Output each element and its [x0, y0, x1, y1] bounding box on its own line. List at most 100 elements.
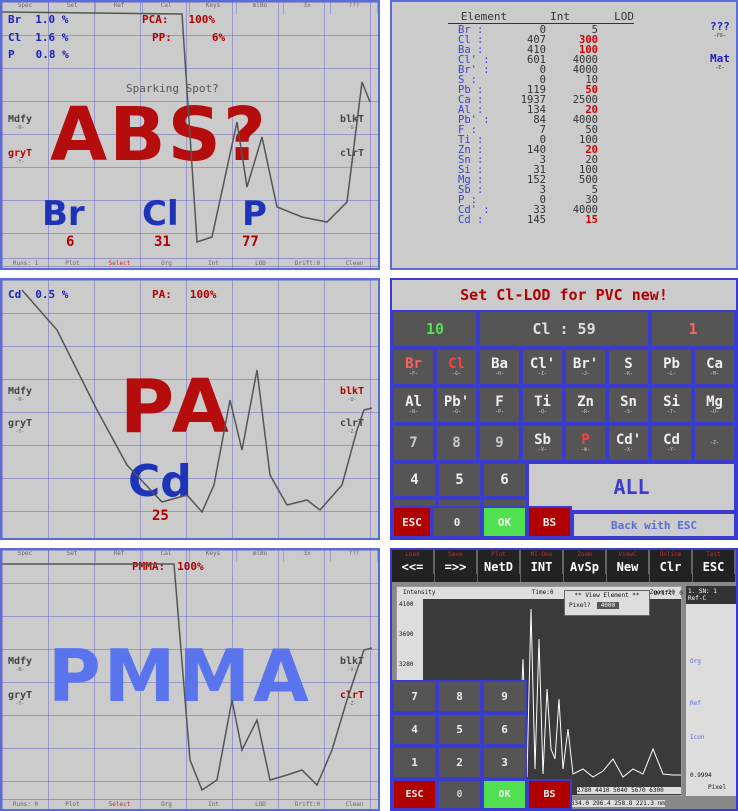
footer-item-3[interactable]: Org [143, 800, 190, 809]
element-lod: 15 [546, 215, 598, 225]
panel-spectrum-viewer: Load <<= Save =>> Plot NetD MI-Ono INT Zoom AvSp V… [390, 548, 738, 811]
esc-button[interactable]: ESC [392, 506, 432, 538]
key-8[interactable]: 8 [437, 680, 482, 713]
key-sb[interactable]: Sb -V- [521, 424, 564, 462]
key-al[interactable]: Al -N- [392, 386, 435, 424]
toolbar-button-6[interactable]: Online Clr [650, 550, 693, 582]
key-f[interactable]: F -P- [478, 386, 521, 424]
key-cl[interactable]: Cl -G- [435, 348, 478, 386]
key-1[interactable]: 1 [392, 746, 437, 779]
footer-item-0[interactable]: Runs: 1 [2, 259, 49, 268]
key-zn[interactable]: Zn -R- [564, 386, 607, 424]
pixel-input[interactable]: 4000 [597, 602, 619, 609]
panel-pa-detection: Cd 0.5 % PA: 100% PA Cd 25 Mdfy -N- gryT -Y-… [0, 278, 380, 540]
key-si[interactable]: Si -T- [650, 386, 693, 424]
key-0[interactable]: 0 [432, 506, 482, 538]
footer-item-5[interactable]: LOD [237, 259, 284, 268]
lod-step-value: 1 [650, 310, 736, 348]
toolbar-button-3[interactable]: MI-Ono INT [521, 550, 564, 582]
y-tick: 4100 [399, 601, 413, 608]
key-6[interactable]: 6 [482, 462, 527, 498]
toolbar-button-5[interactable]: ViewC New [607, 550, 650, 582]
key-7[interactable]: 7 [392, 424, 435, 462]
org-button[interactable]: Org [690, 658, 701, 665]
footer-item-1[interactable]: Plot [49, 800, 96, 809]
backspace-button[interactable]: BS [527, 506, 572, 538]
key-4[interactable]: 4 [392, 713, 437, 746]
footer-item-6[interactable]: Drift:0 [284, 259, 331, 268]
time-label: Time:0 [532, 589, 554, 597]
key-cd[interactable]: Cd -Y- [650, 424, 693, 462]
ref-button[interactable]: Ref [690, 700, 701, 707]
key-9[interactable]: 9 [482, 680, 527, 713]
footer-item-0[interactable]: Runs: 0 [2, 800, 49, 809]
footer-item-6[interactable]: Drift:0 [284, 800, 331, 809]
ratio-readout: 0.9994 [690, 772, 712, 779]
footer-item-7[interactable]: Clean [331, 259, 378, 268]
lod-current-value: Cl : 59 [478, 310, 650, 348]
bottom-menu: Runs: 1 Plot Select Org Int LOD Drift:0 Clean [2, 258, 378, 268]
footer-item-2[interactable]: Select [96, 259, 143, 268]
key-ca[interactable]: Ca -M- [693, 348, 736, 386]
key-br-prime[interactable]: Br' -J- [564, 348, 607, 386]
key-7[interactable]: 7 [392, 680, 437, 713]
zero-button[interactable]: 0 [437, 779, 482, 810]
key-sn[interactable]: Sn -S- [607, 386, 650, 424]
spectrum-trace [2, 280, 380, 540]
all-button[interactable]: ALL [527, 462, 736, 512]
toolbar-button-1[interactable]: Save =>> [435, 550, 478, 582]
footer-item-4[interactable]: Int [190, 259, 237, 268]
key-6[interactable]: 6 [482, 713, 527, 746]
key-cl-prime[interactable]: Cl' -I- [521, 348, 564, 386]
key-mg[interactable]: Mg -U- [693, 386, 736, 424]
footer-item-1[interactable]: Plot [49, 259, 96, 268]
key-cd-prime[interactable]: Cd' -X- [607, 424, 650, 462]
element-lod: 500 [546, 175, 598, 185]
key-9[interactable]: 9 [478, 424, 521, 462]
back-with-esc-button[interactable]: Back with ESC [572, 512, 736, 538]
ok-button[interactable]: OK [482, 779, 527, 810]
key-5[interactable]: 5 [437, 462, 482, 498]
key-2[interactable]: 2 [437, 746, 482, 779]
key-s[interactable]: S -K- [607, 348, 650, 386]
key-pb[interactable]: Pb -L- [650, 348, 693, 386]
element-table: Br :0 5 Cl :407 300 Ba :410 100 Cl' :601 4000 Br… [450, 25, 598, 225]
footer-item-7[interactable]: Clean [331, 800, 378, 809]
y-tick: 3280 [399, 661, 413, 668]
numeric-keypad: 7 8 9 4 5 6 1 2 3 ESC 0 OK BS [392, 680, 572, 810]
key-pb-prime[interactable]: Pb' -O- [435, 386, 478, 424]
x-axis-ticks: 2780 4410 5040 5670 6300 [577, 787, 681, 794]
panel-set-lod: Set Cl-LOD for PVC new! 10 Cl : 59 1 Br -… [390, 278, 738, 540]
footer-item-3[interactable]: Org [143, 259, 190, 268]
help-button[interactable]: ??? -F8- [710, 20, 730, 39]
spectrum-trace [2, 550, 380, 811]
toolbar-button-0[interactable]: Load <<= [392, 550, 435, 582]
key-blank[interactable]: -Z- [693, 424, 736, 462]
panel-pmma-detection: Spec Set Ref Cal Keys mlBo 3x??? PMMA: 100% PMM… [0, 548, 380, 811]
toolbar-button-4[interactable]: Zoom AvSp [564, 550, 607, 582]
key-4[interactable]: 4 [392, 462, 437, 498]
toolbar-button-7[interactable]: Test ESC [693, 550, 736, 582]
key-5[interactable]: 5 [437, 713, 482, 746]
table-row[interactable]: Cd :145 15 [450, 215, 598, 225]
element-int: 145 [500, 215, 546, 225]
footer-item-4[interactable]: Int [190, 800, 237, 809]
footer-item-5[interactable]: LOD [237, 800, 284, 809]
key-br[interactable]: Br -F- [392, 348, 435, 386]
footer-item-2[interactable]: Select [96, 800, 143, 809]
key-8[interactable]: 8 [435, 424, 478, 462]
key-p[interactable]: P -W- [564, 424, 607, 462]
bs-button[interactable]: BS [527, 779, 572, 810]
key-ti[interactable]: Ti -Q- [521, 386, 564, 424]
ok-button[interactable]: OK [482, 506, 527, 538]
material-button[interactable]: Mat -E- [710, 52, 730, 71]
esc-button[interactable]: ESC [392, 779, 437, 810]
element-name: Cd : [450, 215, 500, 225]
y-tick: 3690 [399, 631, 413, 638]
view-element-dialog: ** View Element ** Pixel? 4000 [564, 590, 650, 616]
toolbar-button-2[interactable]: Plot NetD [478, 550, 521, 582]
spectrum-toolbar: Load <<= Save =>> Plot NetD MI-Ono INT Zoom AvSp V… [392, 550, 736, 582]
key-ba[interactable]: Ba -H- [478, 348, 521, 386]
icon-button[interactable]: Icon [690, 734, 704, 741]
key-3[interactable]: 3 [482, 746, 527, 779]
